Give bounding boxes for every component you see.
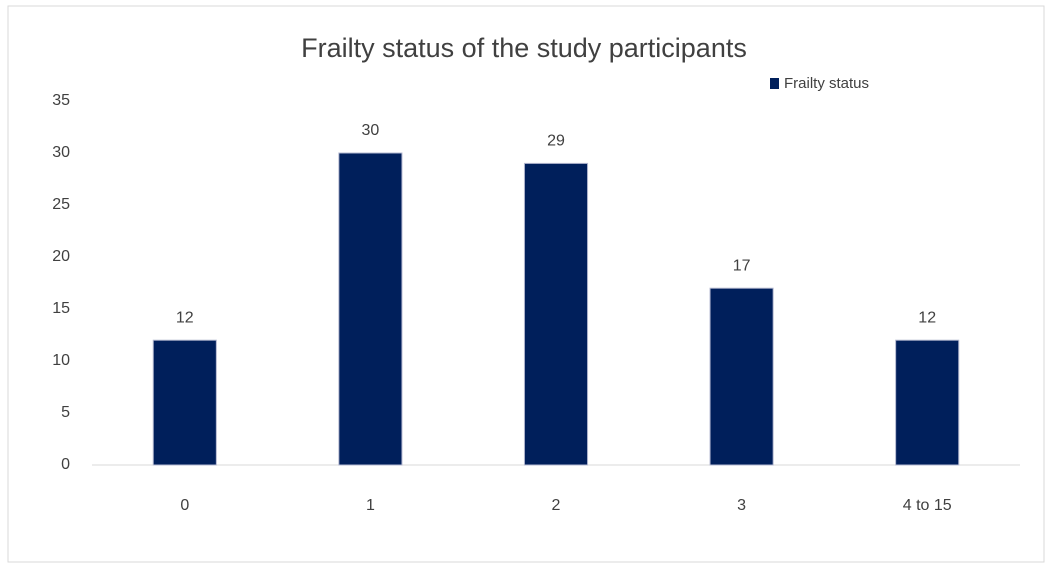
bar [523, 162, 589, 466]
x-tick-label: 0 [180, 497, 189, 514]
legend-label: Frailty status [784, 75, 869, 92]
x-tick-label: 4 to 15 [903, 497, 952, 514]
y-tick-label: 20 [52, 248, 70, 265]
x-tick-label: 2 [552, 497, 561, 514]
y-tick-label: 5 [61, 404, 70, 421]
bar [709, 287, 774, 466]
y-tick-label: 35 [52, 92, 70, 109]
x-tick-label: 1 [366, 497, 375, 514]
chart-border [7, 5, 1045, 563]
data-label: 17 [733, 257, 751, 274]
bar [895, 339, 960, 466]
legend-swatch [770, 78, 779, 89]
y-tick-label: 15 [52, 300, 70, 317]
data-label: 29 [547, 133, 565, 150]
bar [338, 152, 403, 466]
bar [152, 339, 217, 466]
y-tick-label: 30 [52, 144, 70, 161]
data-label: 30 [362, 122, 380, 139]
x-tick-label: 3 [737, 497, 746, 514]
y-tick-label: 0 [61, 456, 70, 473]
data-label: 12 [176, 309, 194, 326]
chart-title: Frailty status of the study participants [301, 33, 747, 63]
y-tick-label: 25 [52, 196, 70, 213]
data-label: 12 [918, 309, 936, 326]
y-tick-label: 10 [52, 352, 70, 369]
